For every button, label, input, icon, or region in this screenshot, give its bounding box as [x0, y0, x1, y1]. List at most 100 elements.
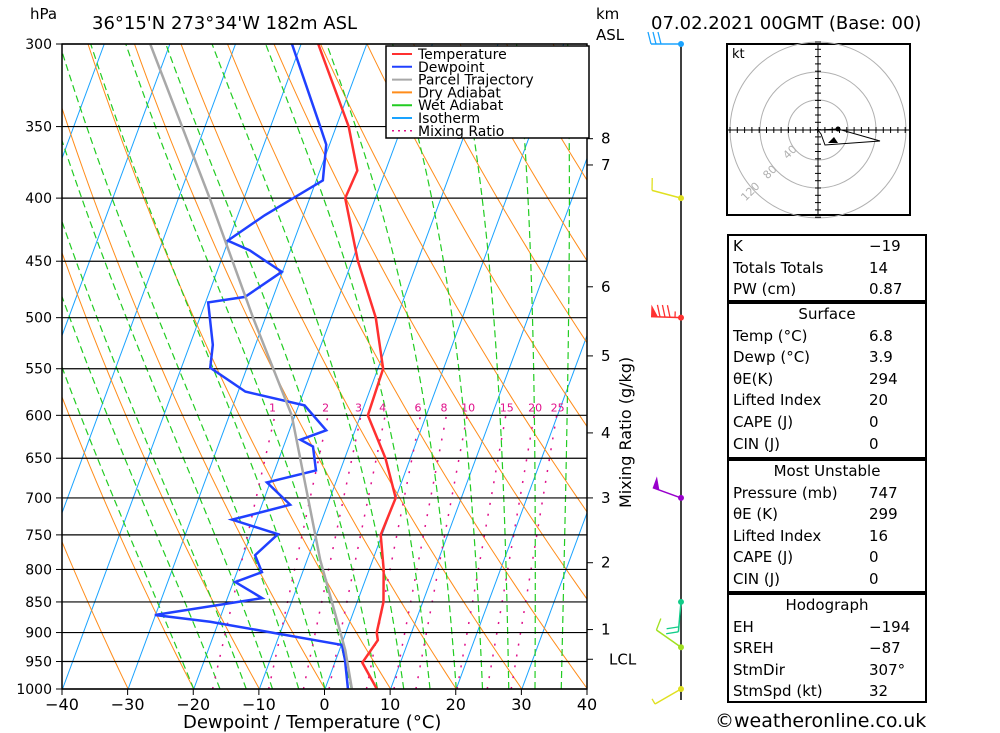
wind-barb — [666, 598, 684, 635]
dewpoint-curve — [154, 44, 350, 689]
info-row: StmSpd (kt) 32 — [729, 681, 925, 703]
wet-adiabat-line — [62, 365, 195, 689]
barb-full — [656, 304, 661, 318]
info-row: K −19 — [729, 236, 925, 258]
km-tick-label: 6 — [601, 278, 611, 296]
wet-adiabat-line — [457, 44, 510, 689]
legend-label: Parcel Trajectory — [418, 73, 534, 89]
info-value: 32 — [869, 682, 889, 701]
info-label: θE(K) — [733, 369, 774, 388]
info-label: StmDir — [733, 660, 785, 679]
info-row: CIN (J) 0 — [729, 569, 925, 591]
info-row: Lifted Index 20 — [729, 390, 925, 412]
temperature-curve — [317, 44, 398, 689]
info-row: Temp (°C) 6.8 — [729, 326, 925, 348]
barb-full — [655, 618, 662, 631]
y-tick-label: 800 — [25, 562, 52, 578]
info-label: θE (K) — [733, 505, 778, 524]
info-value: 0.87 — [869, 280, 903, 299]
barb-pennant — [652, 476, 660, 491]
barb-half — [651, 698, 656, 705]
x-tick-label: 10 — [380, 695, 400, 714]
wind-barb — [655, 618, 684, 651]
info-label: Pressure (mb) — [733, 483, 838, 502]
mixing-ratio-line — [302, 415, 362, 689]
info-label: CAPE (J) — [733, 548, 794, 567]
info-row: Pressure (mb) 747 — [729, 483, 925, 505]
km-asl-label: ASL — [596, 26, 625, 44]
hodograph-trace — [817, 128, 881, 146]
barb-dot — [678, 494, 684, 501]
legend-label: Dry Adiabat — [418, 85, 501, 101]
info-label: SREH — [733, 639, 774, 658]
mixing-ratio-axis-label: Mixing Ratio (g/kg) — [616, 357, 635, 508]
barb-shaft — [650, 315, 682, 319]
wet-adiabat-line — [62, 294, 221, 689]
location-title: 36°15'N 273°34'W 182m ASL — [92, 13, 357, 34]
info-row: CAPE (J) 0 — [729, 412, 925, 434]
km-tick-label: 1 — [601, 621, 611, 639]
info-value: −194 — [869, 617, 911, 636]
isotherm-line — [258, 44, 499, 689]
km-tick-label: 7 — [601, 156, 611, 174]
barb-dot — [678, 598, 684, 605]
isotherm-line — [521, 511, 587, 689]
info-label: Dewp (°C) — [733, 348, 811, 367]
x-tick-label: 20 — [446, 695, 466, 714]
hodograph-point — [835, 126, 841, 132]
indices-box: K −19 Totals Totals 14 PW (cm) 0.87 — [727, 234, 927, 302]
section-title: Hodograph — [785, 596, 869, 614]
wet-adiabat-line — [125, 44, 352, 689]
mixing-ratio-label: 15 — [500, 401, 514, 414]
y-tick-label: 900 — [25, 626, 52, 642]
info-row: SREH −87 — [729, 638, 925, 660]
barb-dot — [678, 314, 684, 321]
isotherm-line — [127, 44, 368, 689]
dry-adiabat-line — [459, 44, 587, 262]
isotherm-line — [62, 44, 105, 160]
y-tick-label: 350 — [25, 120, 52, 136]
mixing-ratio-line — [486, 415, 535, 689]
legend-label: Isotherm — [418, 111, 480, 127]
y-tick-label: 500 — [25, 311, 52, 327]
section-title: Surface — [798, 305, 856, 323]
wet-adiabat-line — [560, 44, 570, 689]
mixing-ratio-line — [328, 415, 386, 689]
mixing-ratio-line — [456, 415, 507, 689]
copyright-footer: ©weatheronline.co.uk — [715, 710, 927, 732]
mixing-ratio-label: 2 — [322, 401, 329, 414]
y-tick-label: 300 — [25, 37, 52, 53]
wet-adiabat-line — [211, 44, 405, 689]
info-value: 6.8 — [869, 326, 893, 345]
hodograph-stats-box: Hodograph EH −194 SREH −87 StmDir 307° StmSpd (… — [727, 593, 927, 703]
km-tick-label: 3 — [601, 489, 611, 507]
most-unstable-box: Most Unstable Pressure (mb) 747 θE (K) 299 Li… — [727, 459, 927, 593]
dry-adiabat-line — [62, 540, 129, 689]
barb-full — [666, 626, 679, 630]
isotherm-line — [62, 44, 171, 338]
info-row: CAPE (J) 0 — [729, 547, 925, 569]
km-tick-label: 5 — [601, 347, 611, 365]
info-row: Lifted Index 16 — [729, 526, 925, 548]
parcel-trajectory-curve — [149, 44, 354, 689]
info-row: θE(K) 294 — [729, 369, 925, 391]
info-label: Lifted Index — [733, 391, 822, 410]
info-label: Totals Totals — [733, 258, 824, 277]
info-row: PW (cm) 0.87 — [729, 279, 925, 301]
y-tick-label: 600 — [25, 408, 52, 424]
km-unit-label: km — [596, 5, 619, 23]
mixing-ratio-label: 25 — [551, 401, 565, 414]
barb-full — [666, 305, 671, 318]
wet-adiabat-line — [62, 138, 274, 689]
x-tick-label: −20 — [176, 695, 210, 714]
info-value: 747 — [869, 483, 898, 502]
info-value: 299 — [869, 505, 898, 524]
mixing-ratio-line — [510, 415, 558, 689]
isotherm-line — [324, 44, 565, 689]
info-value: 20 — [869, 391, 889, 410]
isotherm-line — [390, 156, 587, 689]
info-row: CIN (J) 0 — [729, 434, 925, 456]
section-title: Most Unstable — [773, 462, 881, 480]
legend-label: Temperature — [417, 47, 507, 63]
